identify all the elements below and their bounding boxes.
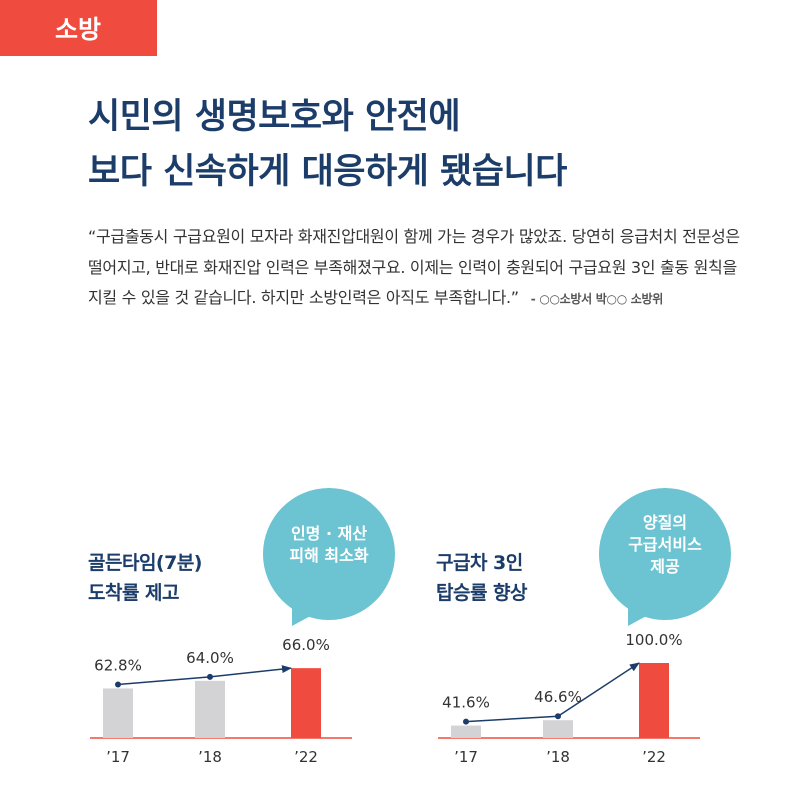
bar-18 [195, 680, 225, 738]
headline-line-2: 보다 신속하게 대응하게 됐습니다 [88, 152, 567, 192]
chart-1-bubble-line-2: 피해 최소화 [289, 546, 369, 565]
x-tick-label: ’22 [294, 748, 318, 766]
x-tick-label: ’17 [454, 748, 478, 766]
bar-17 [451, 725, 481, 738]
chart-1-title-line-2: 도착률 제고 [88, 582, 180, 604]
bar-18 [543, 720, 573, 738]
x-tick-label: ’17 [106, 748, 130, 766]
bar-22 [639, 663, 669, 738]
quote-source: - ○○소방서 박○○ 소방위 [530, 292, 663, 306]
data-label: 66.0% [282, 636, 330, 654]
data-label: 46.6% [534, 688, 582, 706]
data-label: 62.8% [94, 656, 142, 674]
data-label: 41.6% [442, 694, 490, 712]
chart-1-bar-chart: 62.8% ’17 64.0% ’18 66.0% ’22 [90, 636, 352, 766]
bar-22 [291, 668, 321, 738]
x-tick-label: ’18 [198, 748, 222, 766]
chart-1-bubble-line-1: 인명 · 재산 [290, 524, 368, 543]
chart-1-title-line-1: 골든타임(7분) [88, 552, 203, 574]
chart-2-title-line-1: 구급차 3인 [436, 552, 523, 574]
chart-2-bubble-text: 양질의 구급서비스 제공 [598, 512, 732, 578]
trend-point [207, 673, 213, 680]
chart-2-bubble-line-1: 양질의 [642, 513, 688, 532]
chart-1-bubble-shape [263, 488, 395, 626]
trend-point [555, 713, 561, 720]
section-tag: 소방 [0, 0, 157, 56]
chart-2-bubble-line-2: 구급서비스 [628, 535, 702, 554]
trend-point [115, 681, 121, 688]
data-label: 64.0% [186, 649, 234, 667]
chart-1-bubble-text: 인명 · 재산 피해 최소화 [262, 523, 396, 567]
chart-2-bubble-shape [599, 488, 731, 626]
chart-2-title: 구급차 3인 탑승률 향상 [436, 548, 528, 608]
chart-1-title: 골든타임(7분) 도착률 제고 [88, 548, 203, 608]
x-tick-label: ’18 [546, 748, 570, 766]
x-tick-label: ’22 [642, 748, 666, 766]
chart-2-speech-bubble: 양질의 구급서비스 제공 [598, 488, 732, 626]
headline: 시민의 생명보호와 안전에 보다 신속하게 대응하게 됐습니다 [88, 90, 788, 200]
bar-17 [103, 688, 133, 738]
quote-text: “구급출동시 구급요원이 모자라 화재진압대원이 함께 가는 경우가 많았죠. … [88, 227, 740, 307]
chart-2-bar-chart: 41.6% ’17 46.6% ’18 100.0% ’22 [438, 631, 700, 766]
trend-point [463, 718, 469, 725]
headline-line-1: 시민의 생명보호와 안전에 [88, 97, 461, 137]
chart-2-bubble-line-3: 제공 [650, 557, 680, 576]
data-label: 100.0% [625, 631, 682, 649]
chart-1-speech-bubble: 인명 · 재산 피해 최소화 [262, 488, 396, 626]
chart-2-title-line-2: 탑승률 향상 [436, 582, 528, 604]
quote-block: “구급출동시 구급요원이 모자라 화재진압대원이 함께 가는 경우가 많았죠. … [88, 222, 753, 315]
